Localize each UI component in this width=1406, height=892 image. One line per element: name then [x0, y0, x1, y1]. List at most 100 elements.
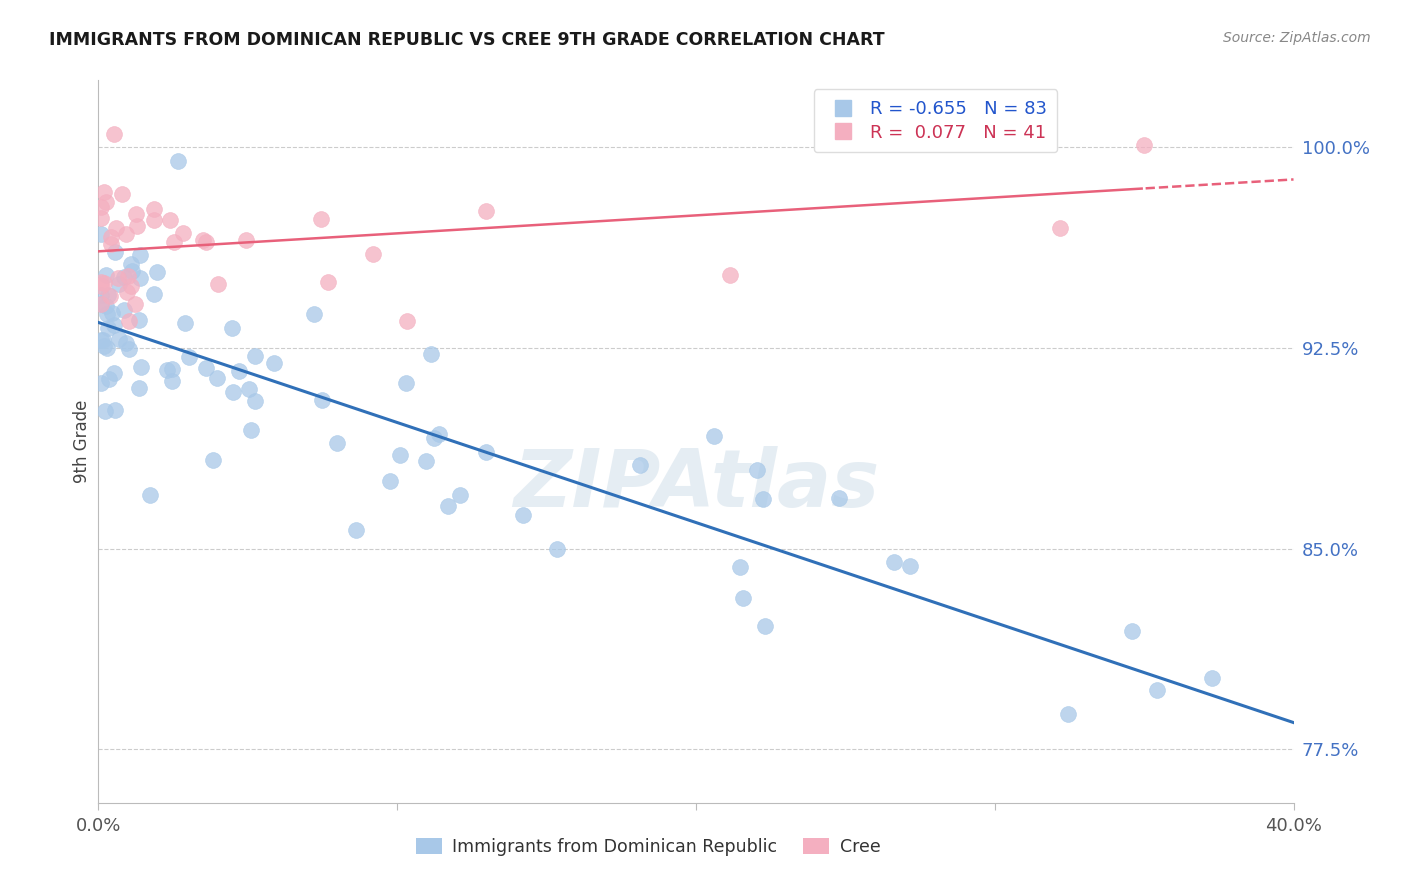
Point [207, 277, 229, 292]
Point [173, 316, 195, 330]
Point [129, 248, 152, 262]
Point [93, 339, 115, 353]
Point [142, 286, 165, 301]
Point [120, 257, 142, 271]
Point [718, 268, 741, 282]
Point [512, 508, 534, 522]
Point [121, 264, 143, 278]
Point [118, 314, 141, 328]
Point [316, 275, 339, 289]
Point [90, 376, 112, 391]
Point [90, 296, 112, 310]
Point [228, 364, 250, 378]
Point [235, 233, 257, 247]
Point [128, 313, 150, 327]
Point [202, 452, 225, 467]
Point [112, 302, 135, 317]
Point [160, 374, 183, 388]
Point [245, 349, 267, 363]
Point [94, 195, 117, 210]
Point [90, 200, 112, 214]
Point [90, 211, 112, 225]
Point [546, 541, 568, 556]
Point [344, 523, 367, 537]
Point [96, 341, 118, 355]
Point [395, 376, 418, 391]
Point [94, 299, 117, 313]
Point [475, 445, 498, 459]
Point [97, 288, 120, 302]
Point [96, 307, 118, 321]
Point [703, 428, 725, 442]
Point [112, 269, 135, 284]
Point [100, 229, 122, 244]
Point [751, 491, 773, 506]
Point [103, 127, 125, 141]
Point [104, 403, 127, 417]
Point [1133, 137, 1156, 152]
Point [891, 127, 914, 141]
Point [172, 227, 194, 241]
Point [427, 427, 450, 442]
Point [96, 321, 118, 335]
Y-axis label: 9th Grade: 9th Grade [73, 400, 91, 483]
Point [115, 285, 138, 300]
Point [828, 491, 851, 505]
Point [167, 153, 190, 168]
Point [733, 591, 755, 606]
Point [194, 235, 217, 250]
Point [129, 360, 152, 375]
Point [104, 244, 127, 259]
Point [754, 619, 776, 633]
Text: IMMIGRANTS FROM DOMINICAN REPUBLIC VS CREE 9TH GRADE CORRELATION CHART: IMMIGRANTS FROM DOMINICAN REPUBLIC VS CR… [49, 31, 884, 49]
Point [103, 366, 125, 380]
Point [474, 203, 496, 218]
Point [114, 227, 136, 241]
Point [311, 393, 333, 408]
Point [98, 372, 121, 386]
Point [156, 363, 179, 377]
Point [883, 555, 905, 569]
Point [114, 336, 136, 351]
Point [143, 202, 166, 216]
Point [422, 431, 444, 445]
Point [98, 289, 121, 303]
Point [124, 297, 146, 311]
Point [111, 187, 134, 202]
Point [221, 321, 243, 335]
Point [125, 219, 148, 233]
Point [419, 347, 441, 361]
Point [1057, 706, 1080, 721]
Point [90, 288, 112, 302]
Point [898, 559, 921, 574]
Point [415, 454, 437, 468]
Point [117, 269, 139, 284]
Point [162, 235, 184, 250]
Point [108, 332, 131, 346]
Point [90, 334, 112, 348]
Point [1146, 683, 1168, 698]
Point [93, 276, 115, 290]
Point [395, 314, 418, 328]
Point [326, 436, 349, 450]
Point [205, 370, 228, 384]
Point [195, 361, 218, 376]
Point [162, 361, 184, 376]
Point [91, 333, 114, 347]
Point [105, 220, 128, 235]
Point [361, 247, 384, 261]
Point [263, 355, 285, 369]
Point [108, 277, 131, 292]
Point [388, 449, 411, 463]
Point [125, 207, 148, 221]
Point [628, 458, 651, 472]
Point [107, 270, 129, 285]
Point [90, 279, 112, 293]
Point [1049, 220, 1071, 235]
Point [90, 275, 112, 289]
Text: ZIPAtlas: ZIPAtlas [513, 446, 879, 524]
Point [128, 271, 150, 285]
Point [100, 236, 122, 251]
Point [728, 559, 751, 574]
Point [437, 500, 460, 514]
